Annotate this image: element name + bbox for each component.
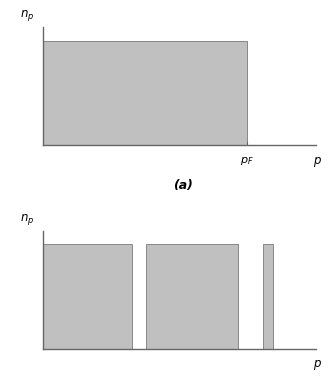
Bar [146,244,238,349]
Bar [264,244,273,349]
Text: $p$: $p$ [313,155,322,169]
Bar [43,244,132,349]
Bar [43,41,247,145]
Text: $n_p$: $n_p$ [21,212,35,227]
Text: $p_F$: $p_F$ [240,155,254,167]
Text: $n_p$: $n_p$ [21,8,35,23]
Text: (a): (a) [173,179,193,192]
Text: $p$: $p$ [313,358,322,372]
